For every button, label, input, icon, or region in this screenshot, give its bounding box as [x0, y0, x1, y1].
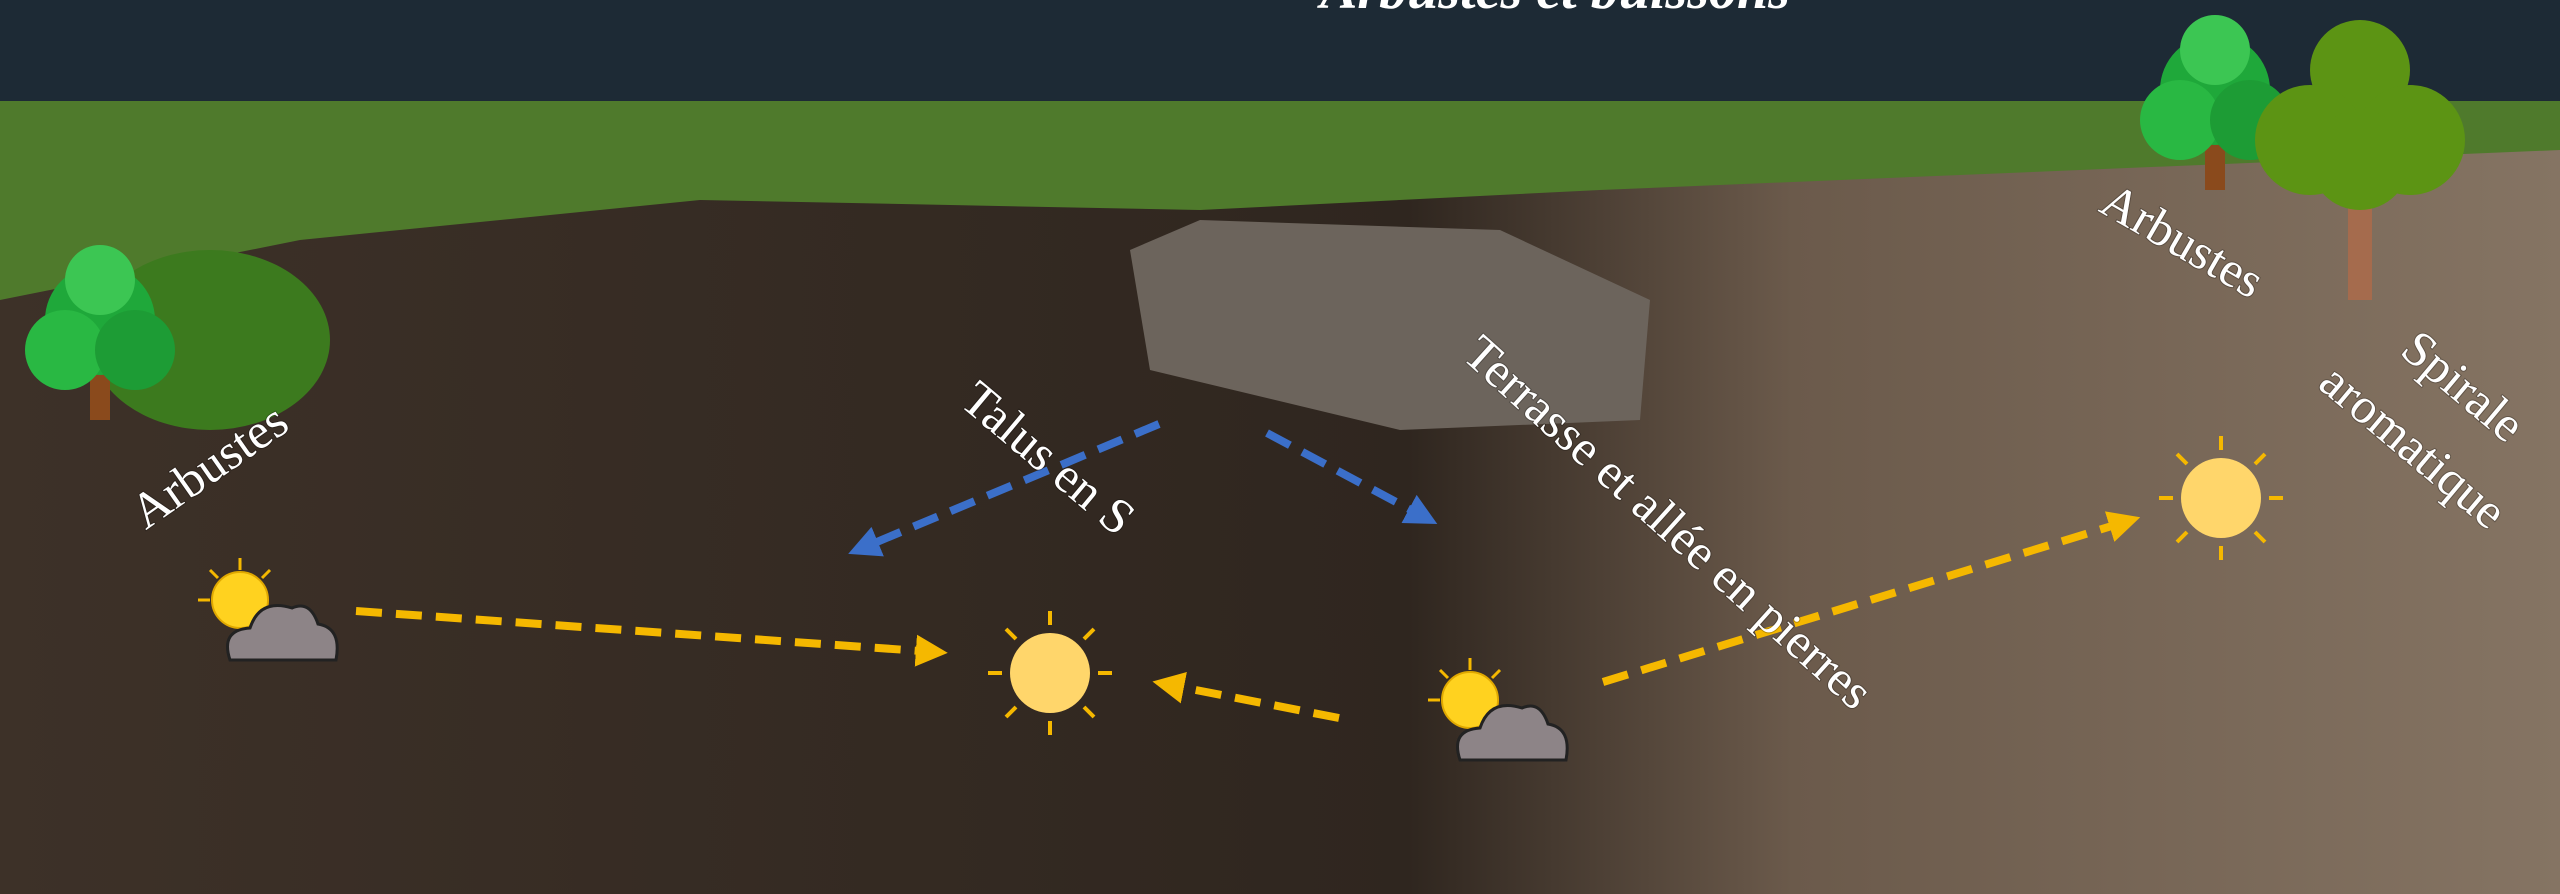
header-title: Arbustes et buissons: [1317, 0, 1790, 21]
body: Arbustes et buissons Arbustes Talus en S…: [0, 0, 2560, 894]
page: Plan du jardin {"header": {"title": "Arb…: [0, 0, 2560, 894]
scene: Arbustes et buissons Arbustes Talus en S…: [0, 0, 2560, 894]
